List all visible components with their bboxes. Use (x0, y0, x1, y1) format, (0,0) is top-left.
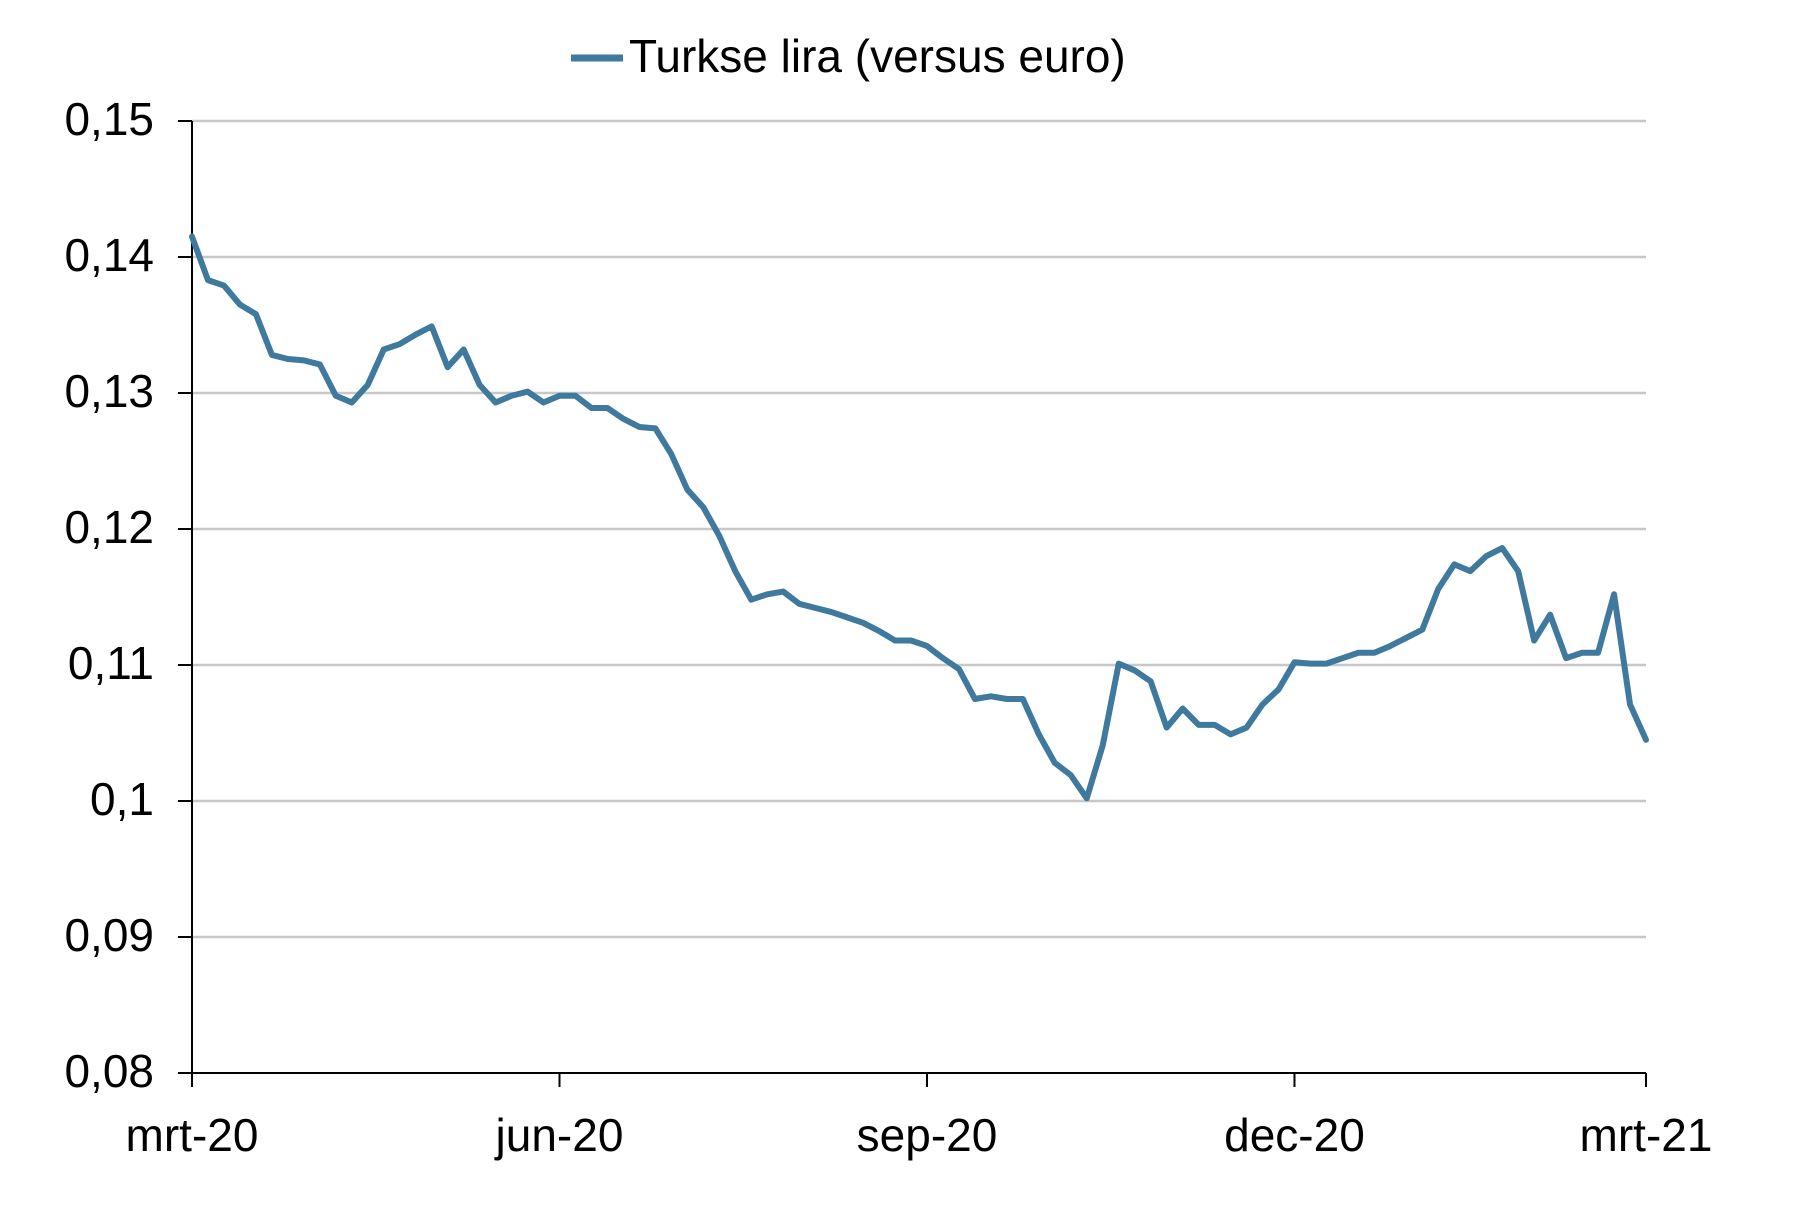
y-tick-label: 0,08 (64, 1045, 154, 1097)
legend-label: Turkse lira (versus euro) (629, 30, 1126, 82)
y-tick-label: 0,13 (64, 365, 154, 417)
y-tick-label: 0,15 (64, 93, 154, 145)
y-tick-label: 0,1 (90, 773, 154, 825)
x-tick-label: mrt-21 (1580, 1109, 1713, 1161)
x-tick-label: mrt-20 (126, 1109, 259, 1161)
x-tick-label: dec-20 (1224, 1109, 1365, 1161)
y-tick-label: 0,12 (64, 501, 154, 553)
y-tick-label: 0,14 (64, 229, 154, 281)
y-tick-label: 0,11 (68, 637, 154, 689)
x-tick-label: jun-20 (494, 1109, 624, 1161)
series-line (189, 233, 1649, 802)
y-tick-label: 0,09 (64, 909, 154, 961)
x-tick-label: sep-20 (857, 1109, 998, 1161)
